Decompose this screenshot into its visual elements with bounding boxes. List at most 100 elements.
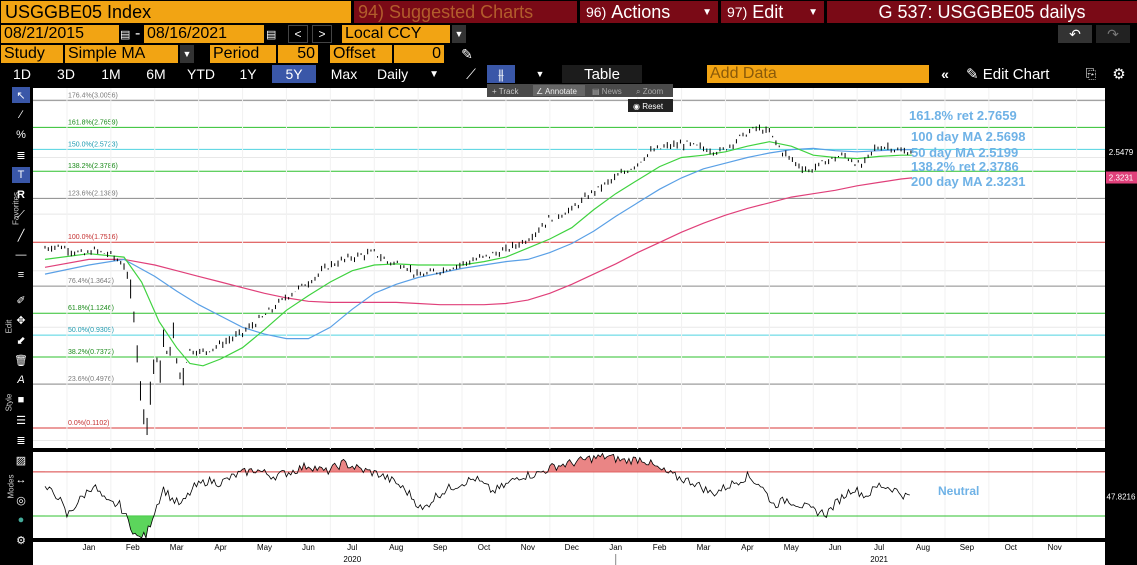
ticker-field[interactable]: USGGBE05 Index (1, 1, 351, 23)
frequency-select[interactable]: Daily ▼ (373, 65, 443, 83)
line-weight-icon[interactable]: ☰ (16, 414, 26, 427)
fill-tool-icon[interactable]: ■ (17, 394, 25, 406)
x-tick-label: Feb (126, 543, 140, 552)
range-button-1y[interactable]: 1Y (228, 65, 268, 83)
range-button-1m[interactable]: 1M (88, 65, 134, 83)
pencil-icon[interactable]: ✎ (461, 45, 473, 62)
bar-chart-icon[interactable]: ⫵ (487, 65, 515, 83)
rsi-line (44, 452, 910, 540)
range-button-max[interactable]: Max (320, 65, 368, 83)
x-tick-label: Jul (347, 543, 357, 552)
x-tick-label: Jun (829, 543, 842, 552)
calendar-icon[interactable]: ▤ (266, 28, 277, 41)
range-button-ytd[interactable]: YTD (178, 65, 224, 83)
fib-tool-icon[interactable]: ≣ (16, 149, 26, 162)
gear-icon[interactable]: ⚙ (16, 534, 26, 547)
range-button-5y[interactable]: 5Y (272, 65, 316, 83)
line-style-icon[interactable]: ≣ (16, 434, 26, 447)
start-date-input[interactable]: 08/21/2015 (1, 25, 119, 43)
ma200-tag (1106, 171, 1137, 184)
x-tick-label: Mar (697, 543, 711, 552)
redo-button[interactable]: ↷ (1096, 25, 1130, 43)
chevron-down-icon[interactable]: ▼ (535, 69, 545, 79)
trash-icon[interactable]: 🗑 (14, 354, 28, 367)
reset-button-bg (628, 99, 673, 112)
next-period-button[interactable]: > (312, 25, 332, 43)
annotation-label: 100 day MA 2.5698 (911, 129, 1025, 144)
line-tool-icon[interactable]: ∕ (20, 109, 22, 121)
zoom-tool: ⌕ Zoom (636, 87, 663, 96)
edit-label: Edit (752, 1, 784, 22)
year-label: 2020 (343, 555, 361, 564)
segment-tool-icon[interactable]: ╱ (17, 229, 25, 242)
fib-level-label: 138.2%(2.3786) (68, 163, 118, 170)
chart-area[interactable]: 0.000.501.001.502.002.503.00176.4%(3.005… (32, 84, 1137, 565)
percent-tool-icon[interactable]: % (16, 129, 26, 141)
fib-level-label: 100.0%(1.7516) (68, 234, 118, 241)
range-button-1d[interactable]: 1D (2, 65, 42, 83)
arrow-tool-icon[interactable]: ⬋ (16, 334, 26, 347)
annotation-label: 161.8% ret 2.7659 (909, 108, 1017, 123)
ma100-line (44, 147, 912, 340)
period-input[interactable]: 50 (278, 45, 318, 63)
r-tool-icon[interactable]: R (17, 189, 25, 201)
x-tick-label: May (784, 543, 799, 552)
price-bars (44, 124, 912, 436)
actions-menu[interactable]: 96) Actions ▼ (580, 1, 718, 23)
offset-input[interactable]: 0 (394, 45, 444, 63)
rsi-status-label: Neutral (938, 484, 979, 498)
chevron-down-icon: ▼ (808, 6, 818, 18)
x-axis-background (33, 542, 1105, 565)
hatch-icon[interactable]: ▨ (15, 454, 27, 467)
page-title: G 537: USGGBE05 dailys (827, 1, 1137, 23)
edit-chart-label: Edit Chart (982, 65, 1050, 83)
currency-select[interactable]: Local CCY (342, 25, 450, 43)
ray-tool-icon[interactable]: ⟋ (17, 208, 25, 221)
x-tick-label: Jan (609, 543, 622, 552)
suggested-charts-menu[interactable]: 94) Suggested Charts (354, 1, 577, 23)
range-button-3d[interactable]: 3D (46, 65, 86, 83)
table-button[interactable]: Table (562, 65, 642, 83)
main-plot-background (33, 88, 1105, 448)
chevron-down-icon[interactable]: ▼ (180, 45, 194, 63)
move-tool-icon[interactable]: ✥ (16, 314, 26, 327)
channel-tool-icon[interactable]: ≡ (17, 269, 25, 281)
x-tick-label: Jan (82, 543, 95, 552)
measure-icon[interactable]: ↔ (15, 474, 27, 486)
add-data-input[interactable]: Add Data (707, 65, 929, 83)
chart-settings-icon[interactable]: ⎘ (1085, 66, 1097, 81)
end-date-input[interactable]: 08/16/2021 (144, 25, 264, 43)
pen-tool-icon[interactable]: ✐ (16, 294, 26, 307)
undo-button[interactable]: ↶ (1058, 25, 1092, 43)
rsi-y-tick-label: 20 (1121, 523, 1130, 532)
x-tick-label: Mar (170, 543, 184, 552)
period-label: Period (210, 45, 276, 63)
fib-level-label: 176.4%(3.0056) (68, 92, 118, 99)
edit-number: 97) (727, 4, 748, 20)
color-icon[interactable]: ● (17, 514, 25, 526)
fib-level-label: 61.8%(1.1246) (68, 305, 114, 312)
study-type-select[interactable]: Simple MA (65, 45, 178, 63)
edit-menu[interactable]: 97) Edit ▼ (721, 1, 824, 23)
gear-icon[interactable]: ⚙ (1112, 66, 1126, 83)
annotation-label: 50 day MA 2.5199 (911, 145, 1018, 160)
line-chart-icon[interactable]: ⟋ (466, 65, 476, 82)
x-tick-label: Feb (653, 543, 667, 552)
crosshair-icon[interactable]: ◎ (16, 494, 26, 507)
chevron-down-icon[interactable]: ▼ (452, 25, 466, 43)
date-dash: - (135, 25, 141, 42)
prev-period-button[interactable]: < (288, 25, 308, 43)
fib-level-label: 50.0%(0.9309) (68, 327, 114, 334)
panel-separator (32, 449, 1105, 452)
horizontal-line-icon[interactable]: — (15, 249, 27, 261)
range-button-6m[interactable]: 6M (138, 65, 174, 83)
collapse-icon[interactable]: « (941, 66, 949, 82)
cursor-icon[interactable]: ↖ (12, 87, 30, 103)
calendar-icon[interactable]: ▤ (120, 28, 131, 41)
font-tool-icon[interactable]: A (17, 374, 25, 386)
edit-chart-button[interactable]: ✎ Edit Chart (962, 65, 1074, 84)
ma50-line (44, 141, 912, 367)
text-tool-icon[interactable]: T (12, 167, 30, 183)
y-tick-label: 0.00 (1114, 437, 1130, 446)
pencil-icon: ✎ (966, 66, 979, 83)
